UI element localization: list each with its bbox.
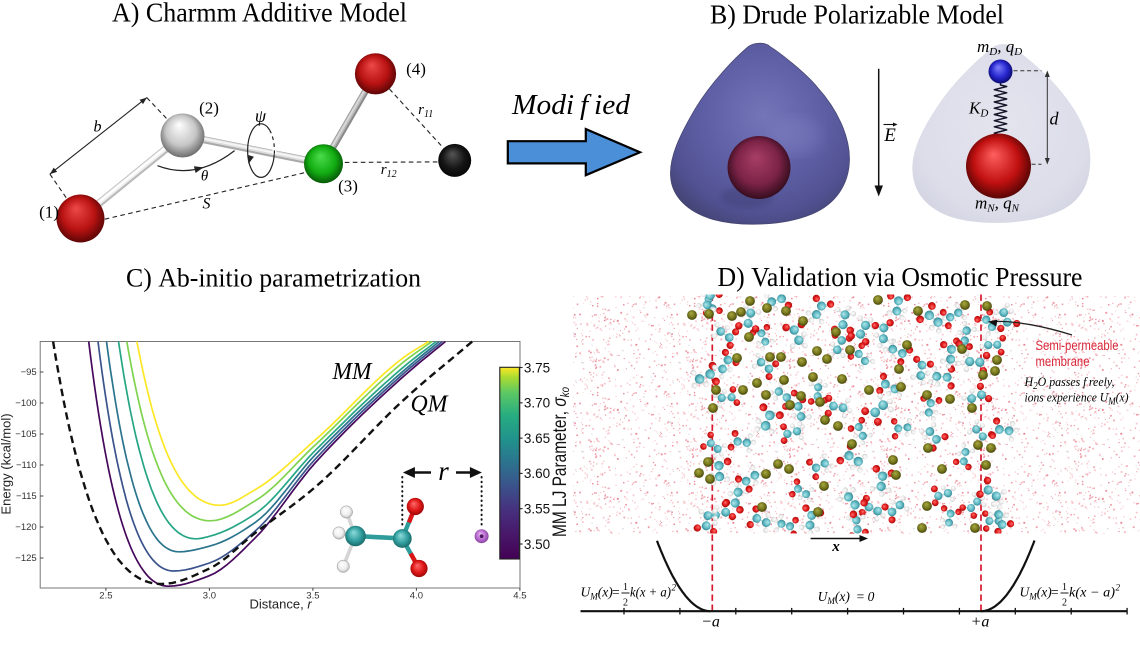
svg-text:MM: MM [332, 359, 374, 385]
svg-text:−a: −a [701, 614, 720, 631]
svg-text:ions experience UM(x): ions experience UM(x) [1025, 390, 1129, 408]
svg-text:E: E [883, 125, 896, 146]
svg-text:3.75: 3.75 [524, 360, 550, 375]
svg-text:MM LJ Parameter, σko: MM LJ Parameter, σko [550, 387, 572, 537]
svg-text:Semi-permeable: Semi-permeable [1036, 338, 1119, 353]
svg-text:Distance, r: Distance, r [250, 597, 313, 612]
svg-text:UM(x) = 0: UM(x) = 0 [818, 589, 875, 606]
svg-text:r: r [438, 456, 449, 486]
svg-text:1: 1 [1062, 582, 1067, 593]
svg-text:QM: QM [411, 392, 450, 418]
svg-text:mD, qD: mD, qD [977, 37, 1022, 58]
svg-text:Energy (kcal/mol): Energy (kcal/mol) [0, 413, 14, 514]
svg-text:membrane: membrane [1036, 354, 1090, 369]
svg-text:x: x [831, 539, 840, 555]
svg-text:Modi f ied: Modi f ied [511, 89, 631, 121]
svg-text:b: b [94, 119, 102, 136]
svg-text:−120: −120 [15, 522, 36, 533]
svg-text:1: 1 [623, 582, 628, 593]
svg-text:−115: −115 [16, 491, 37, 502]
svg-text:k(x + a): k(x + a) [630, 585, 671, 600]
svg-text:k(x − a): k(x − a) [1069, 585, 1116, 600]
svg-text:2: 2 [1062, 598, 1067, 609]
svg-text:2: 2 [1116, 583, 1121, 593]
svg-text:3.60: 3.60 [524, 466, 550, 481]
svg-text:d: d [1050, 109, 1060, 129]
svg-text:(4): (4) [406, 60, 426, 79]
svg-text:3.0: 3.0 [203, 591, 216, 602]
svg-text:ψ: ψ [255, 106, 267, 126]
svg-text:−100: −100 [15, 398, 36, 409]
svg-text:3.65: 3.65 [524, 431, 550, 446]
svg-text:(3): (3) [338, 177, 358, 196]
svg-text:3.55: 3.55 [524, 502, 550, 517]
svg-text:4.5: 4.5 [513, 591, 526, 602]
svg-text:(2): (2) [199, 99, 219, 118]
svg-text:3.70: 3.70 [524, 396, 550, 411]
svg-text:C) Ab-initio parametrization: C) Ab-initio parametrization [126, 263, 421, 292]
svg-text:−125: −125 [15, 553, 36, 564]
svg-text:UM(x): UM(x) [1020, 585, 1053, 602]
svg-text:+a: +a [971, 614, 990, 631]
svg-text:−95: −95 [21, 367, 37, 378]
svg-text:3.5: 3.5 [306, 591, 319, 602]
svg-text:4.0: 4.0 [410, 591, 423, 602]
svg-text:H2O passes f reely,: H2O passes f reely, [1024, 374, 1115, 392]
svg-text:=: = [612, 585, 620, 600]
svg-text:D) Validation via Osmotic Pres: D) Validation via Osmotic Pressure [718, 261, 1083, 292]
svg-text:2: 2 [623, 598, 628, 609]
svg-text:S: S [203, 196, 211, 213]
svg-text:mN, qN: mN, qN [975, 194, 1020, 215]
svg-text:=: = [1051, 585, 1059, 600]
svg-text:A) Charmm Additive Model: A) Charmm Additive Model [112, 0, 407, 28]
svg-text:2.5: 2.5 [99, 591, 112, 602]
svg-text:2: 2 [672, 583, 677, 593]
svg-text:UM(x): UM(x) [581, 585, 614, 602]
svg-text:−110: −110 [16, 460, 37, 471]
svg-text:3.50: 3.50 [524, 537, 550, 552]
svg-text:(1): (1) [39, 203, 59, 222]
svg-text:−105: −105 [15, 429, 36, 440]
svg-text:B) Drude Polarizable Model: B) Drude Polarizable Model [710, 0, 1004, 30]
svg-text:θ: θ [201, 169, 209, 185]
